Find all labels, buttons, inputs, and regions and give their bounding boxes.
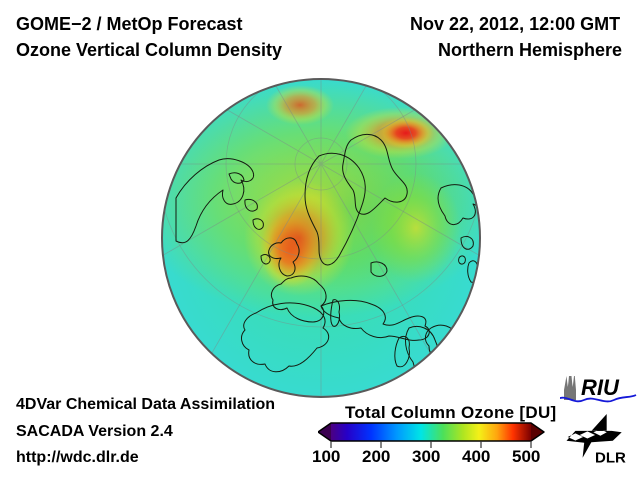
svg-text:RIU: RIU: [581, 375, 620, 400]
svg-text:DLR: DLR: [595, 450, 626, 467]
